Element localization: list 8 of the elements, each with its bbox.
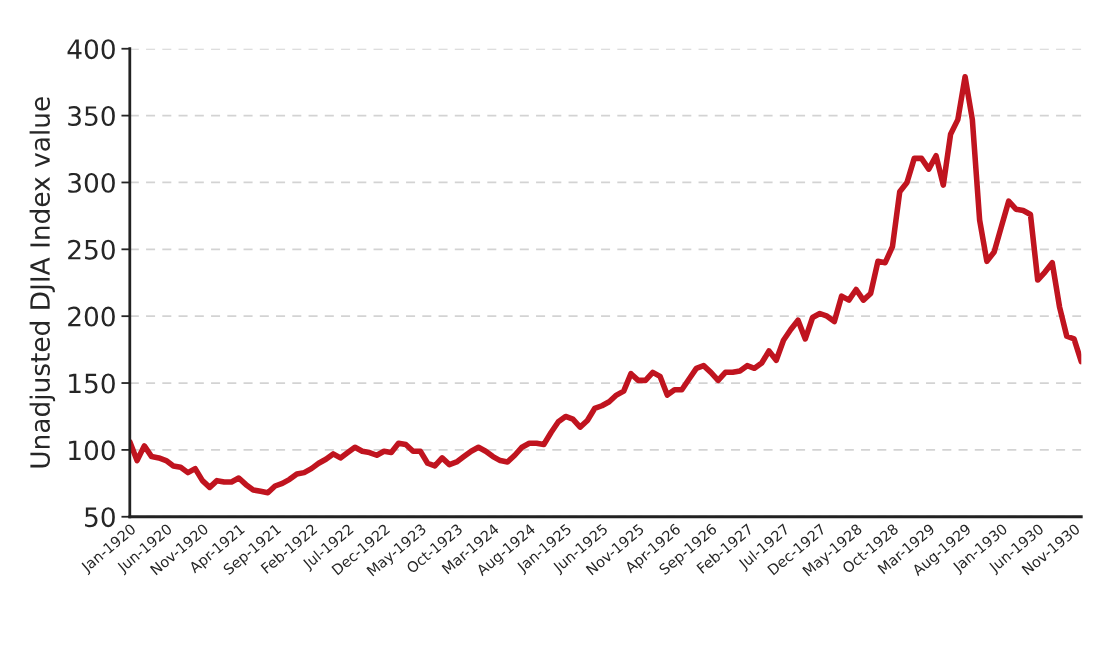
y-tick-label: 300: [68, 172, 115, 193]
y-tick-label: 400: [67, 39, 115, 60]
y-tick-label: 200: [68, 306, 115, 327]
y-axis-title: Unadjusted DJIA Index value: [29, 97, 56, 468]
y-tick-label: 150: [69, 373, 115, 394]
y-tick-label: 350: [68, 106, 115, 127]
y-tick-label: 250: [68, 239, 115, 260]
y-tick-label: 100: [69, 440, 115, 461]
